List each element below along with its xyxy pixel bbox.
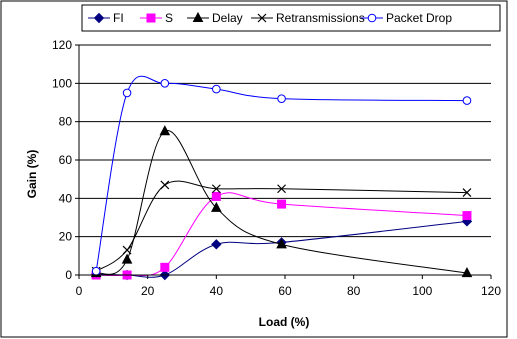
y-axis: 0 20 40 60 80 100 120 [52,38,80,282]
data-point [211,191,221,201]
data-point [277,94,286,103]
legend-label: FI [113,11,124,25]
legend: FI S Delay Retransmissions Packet Drop [81,4,501,32]
data-point [121,253,133,264]
series-packet-drop [91,75,472,276]
y-tick-label: 80 [59,115,73,129]
x-axis-title: Load (%) [259,315,310,329]
legend-item-packet-drop: Packet Drop [361,11,452,25]
x-tick-label: 120 [481,284,501,298]
legend-label: Packet Drop [386,11,452,25]
data-point [122,245,132,255]
plot-area [0,0,508,338]
x-tick-label: 80 [347,284,361,298]
y-tick-label: 20 [59,230,73,244]
legend-item-retransmissions: Retransmissions [251,11,365,25]
data-point [462,96,472,105]
data-point [160,262,170,272]
series-line [96,220,468,278]
data-point [462,211,472,221]
y-tick-label: 40 [59,191,73,205]
legend-item-delay: Delay [187,11,243,25]
y-axis-title: Gain (%) [25,150,39,199]
legend-item-fi: FI [88,11,124,25]
legend-label: S [165,11,173,25]
data-point [159,125,171,136]
data-point [277,184,286,194]
x-axis: 0 20 40 60 80 100 120 [76,274,501,298]
legend-item-s: S [140,11,173,25]
x-tick-label: 100 [412,284,432,298]
legend-label: Delay [212,11,243,25]
data-point [211,201,222,212]
legend-marker [367,13,377,23]
series-line [95,75,467,272]
x-tick-label: 60 [278,284,292,298]
data-point [211,239,222,250]
y-tick-label: 120 [52,38,72,52]
data-point [462,188,472,198]
legend-marker [146,13,156,23]
legend-marker [257,13,267,23]
x-tick-label: 20 [141,284,155,298]
legend-marker [93,12,105,24]
data-point [211,184,221,194]
series-line [95,180,467,272]
data-point [91,266,101,276]
y-tick-label: 100 [52,76,72,90]
data-point [276,238,287,249]
data-point [277,199,287,209]
grid [79,44,491,238]
data-point [212,84,221,94]
data-point [122,88,132,98]
series-layer [90,75,473,281]
chart-border [0,0,508,338]
y-tick-label: 0 [65,268,72,282]
legend-label: Retransmissions [276,11,365,25]
data-point [461,267,473,278]
x-tick-label: 0 [76,284,83,298]
y-tick-label: 60 [59,153,73,167]
data-point [160,180,170,190]
legend-marker [192,11,204,22]
data-point [160,79,170,88]
x-tick-label: 40 [210,284,224,298]
